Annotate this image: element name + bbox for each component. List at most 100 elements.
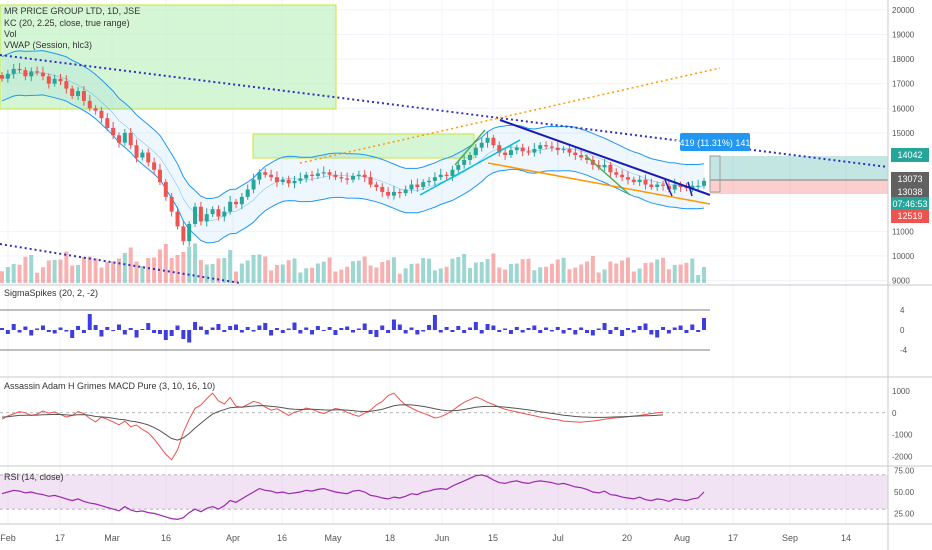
candle-body [678,184,683,188]
arrow-mark-2[interactable] [687,181,693,197]
volume-bar [0,271,4,283]
sigma-bar [157,330,162,334]
sigma-bar [549,330,554,332]
volume-bar [380,262,385,283]
sigma-bar [327,327,332,330]
volume-bar [298,272,303,283]
time-tick-label: Aug [674,533,690,543]
range-highlight-box[interactable] [0,4,337,110]
symbol-title: MR PRICE GROUP LTD, 1D, JSE [4,6,140,16]
sigma-bar [128,328,133,330]
volume-bar [432,270,437,283]
green-trendline[interactable] [454,129,486,166]
candle-body [222,211,227,217]
volume-bar [462,254,467,283]
candle-body [263,172,268,175]
sigma-bar [555,327,560,330]
volume-bar [280,264,285,283]
candle-body [52,78,57,84]
volume-bar [11,264,16,283]
volume-bar [204,264,209,283]
time-tick-label: 15 [488,533,498,543]
sigma-bar [590,330,595,336]
sigma-bar [602,323,607,330]
candle-body [122,132,127,143]
sigma-bar [386,330,391,333]
arrow-mark[interactable] [664,179,673,197]
sigma-bar [391,319,396,330]
time-axis[interactable]: Feb 17 Mar 16 Apr 16 May 18 Jun 15 Jul 20 Aug 17 Sep 14 [0,533,851,543]
measure-label: 1419 (11.31%) 1419 [675,138,756,148]
volume-bar [193,243,198,283]
blue-resistance-line[interactable] [499,119,711,196]
measure-label-box[interactable] [680,133,750,151]
sigma-bar [661,327,666,330]
sigma-bar [163,330,168,340]
rsi-tick-label: 25.00 [894,509,915,518]
sigma-bar [403,330,408,334]
volume-bar [386,260,391,283]
candle-body [70,88,75,96]
candle-body [585,157,589,160]
lower-dotted-line[interactable] [0,243,241,284]
orange-support-line[interactable] [487,162,711,205]
volume-bar [257,254,262,283]
price-tick-label: 11000 [892,227,914,236]
orange-dotted-trendline[interactable] [299,67,721,164]
sigma-bar [304,327,309,330]
volume-bar [263,256,268,283]
sigma-bar [520,330,525,333]
volume-bar [304,268,309,283]
volume-bar [672,265,677,283]
volume-bar [29,255,34,283]
volume-bar [152,257,157,283]
volume-bar [117,258,121,283]
candle-body [456,164,461,170]
cyan-trendline[interactable] [419,139,521,196]
sigma-tick-label: 4 [900,306,905,315]
time-tick-label: Feb [0,533,16,543]
measure-range[interactable] [709,155,721,193]
volume-bar [631,271,636,283]
candlesticks [0,62,706,247]
macd-tick-label: 1000 [892,387,910,396]
volume-bar [269,270,274,283]
volume-bar [368,265,373,283]
sigma-bar [134,330,139,338]
volume-bar [169,258,174,283]
sigma-bar [620,330,625,336]
sigma-bar [544,327,549,330]
price-axis-background[interactable] [888,0,932,550]
candle-body [655,184,660,188]
long-position-loss-zone[interactable] [710,180,888,194]
volume-bar [222,258,227,283]
candle-body [503,152,508,156]
volume-bar [532,270,537,283]
candle-body [169,196,174,212]
sigma-bar [152,330,157,333]
volume-bar [421,258,426,283]
candle-body [93,108,98,111]
candle-body [468,155,472,160]
sigma-bar [356,328,361,330]
candle-body [204,214,209,222]
candle-body [198,206,203,222]
sigma-bar [216,324,221,330]
range-highlight-box-2[interactable] [252,133,475,159]
volume-bar [228,250,233,283]
volume-bar [356,260,361,283]
candle-body [251,179,256,190]
candle-body [76,91,81,96]
volume-bar [234,271,238,283]
price-label-d: 12519 [897,211,922,221]
candle-body [462,159,467,165]
time-tick-label: 17 [728,533,738,543]
candle-body [380,187,385,192]
sigma-bar [468,327,472,330]
green-trendline-2[interactable] [584,154,631,196]
long-position-profit-zone[interactable] [710,156,888,180]
volume-bar [403,268,408,283]
volume-bar [503,269,508,283]
candle-body [473,147,478,156]
